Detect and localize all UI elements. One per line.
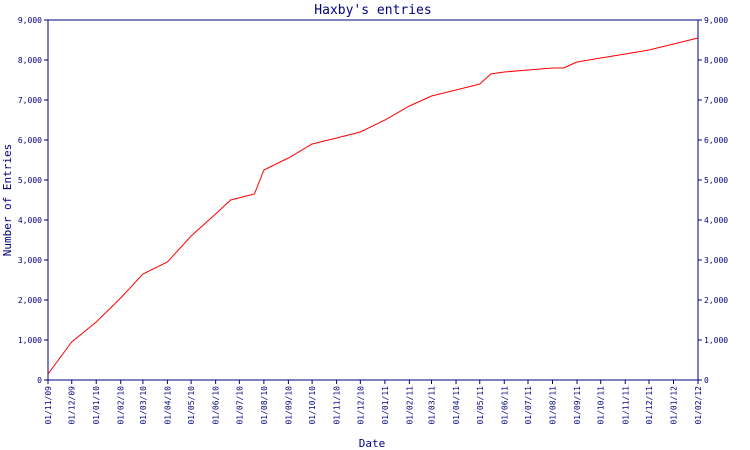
x-tick-label: 01/07/11 bbox=[524, 386, 533, 425]
x-tick-label: 01/10/11 bbox=[597, 386, 606, 425]
x-tick-label: 01/11/11 bbox=[621, 386, 630, 425]
y-tick-label-left: 3,000 bbox=[18, 256, 42, 265]
x-tick-label: 01/06/11 bbox=[500, 386, 509, 425]
y-tick-label-right: 7,000 bbox=[704, 96, 728, 105]
x-tick-label: 01/11/09 bbox=[44, 386, 53, 425]
y-tick-label-right: 2,000 bbox=[704, 296, 728, 305]
y-tick-label-left: 2,000 bbox=[18, 296, 42, 305]
x-tick-label: 01/05/11 bbox=[476, 386, 485, 425]
y-axis-left: 0 1,000 2,000 3,000 4,000 5,000 6,000 7,000 8,00… bbox=[18, 16, 48, 385]
x-tick-label: 01/12/09 bbox=[68, 386, 77, 425]
x-tick-label: 01/08/10 bbox=[260, 386, 269, 425]
x-axis-label: Date bbox=[359, 437, 386, 450]
y-axis-label: Number of Entries bbox=[1, 144, 14, 257]
x-axis: 01/11/09 01/12/09 01/01/10 01/02/10 01/03/10… bbox=[44, 380, 703, 425]
y-tick-label-left: 8,000 bbox=[18, 56, 42, 65]
x-tick-label: 01/02/11 bbox=[405, 386, 414, 425]
chart-title: Haxby's entries bbox=[314, 3, 431, 18]
x-tick-label: 01/12/10 bbox=[356, 386, 365, 425]
series-line bbox=[47, 37, 699, 375]
series-layer bbox=[47, 37, 699, 375]
y-tick-label-left: 0 bbox=[37, 376, 42, 385]
x-tick-label: 01/01/10 bbox=[92, 386, 101, 425]
y-tick-label-right: 9,000 bbox=[704, 16, 728, 25]
y-axis-right: 0 1,000 2,000 3,000 4,000 5,000 6,000 7,000 8,00… bbox=[698, 16, 728, 385]
x-tick-label: 01/06/10 bbox=[212, 386, 221, 425]
x-tick-label: 01/02/10 bbox=[117, 386, 126, 425]
plot-frame bbox=[47, 19, 699, 381]
y-tick-label-right: 5,000 bbox=[704, 176, 728, 185]
x-tick-label: 01/04/11 bbox=[452, 386, 461, 425]
y-tick-label-left: 7,000 bbox=[18, 96, 42, 105]
y-tick-label-right: 1,000 bbox=[704, 336, 728, 345]
y-tick-label-right: 0 bbox=[704, 376, 709, 385]
x-tick-label: 01/03/10 bbox=[139, 386, 148, 425]
x-tick-label: 01/01/11 bbox=[381, 386, 390, 425]
x-tick-label: 01/08/11 bbox=[549, 386, 558, 425]
y-tick-label-right: 3,000 bbox=[704, 256, 728, 265]
x-tick-label: 01/09/10 bbox=[284, 386, 293, 425]
x-tick-label: 01/05/10 bbox=[187, 386, 196, 425]
y-tick-label-right: 8,000 bbox=[704, 56, 728, 65]
y-tick-label-left: 1,000 bbox=[18, 336, 42, 345]
y-tick-label-right: 6,000 bbox=[704, 136, 728, 145]
x-tick-label: 01/12/11 bbox=[645, 386, 654, 425]
y-tick-label-left: 5,000 bbox=[18, 176, 42, 185]
x-tick-label: 01/09/11 bbox=[573, 386, 582, 425]
x-tick-label: 01/11/10 bbox=[333, 386, 342, 425]
x-tick-label: 01/02/12 bbox=[694, 386, 703, 425]
x-tick-label: 01/03/11 bbox=[428, 386, 437, 425]
y-tick-label-left: 4,000 bbox=[18, 216, 42, 225]
x-tick-label: 01/04/10 bbox=[163, 386, 172, 425]
y-tick-label-left: 9,000 bbox=[18, 16, 42, 25]
y-tick-label-right: 4,000 bbox=[704, 216, 728, 225]
y-tick-label-left: 6,000 bbox=[18, 136, 42, 145]
x-tick-label: 01/01/12 bbox=[669, 386, 678, 425]
x-tick-label: 01/10/10 bbox=[308, 386, 317, 425]
x-tick-label: 01/07/10 bbox=[235, 386, 244, 425]
